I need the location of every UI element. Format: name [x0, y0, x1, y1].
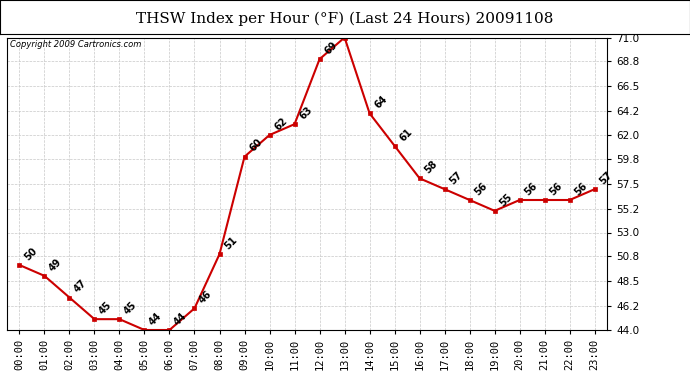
- Text: 60: 60: [247, 137, 264, 154]
- Text: 57: 57: [598, 170, 614, 186]
- Text: 44: 44: [172, 310, 189, 327]
- Text: 69: 69: [322, 40, 339, 56]
- Text: 46: 46: [197, 289, 214, 306]
- Text: 61: 61: [397, 126, 414, 143]
- Text: 56: 56: [522, 181, 539, 197]
- Text: 56: 56: [473, 181, 489, 197]
- Text: 51: 51: [222, 235, 239, 251]
- Text: 50: 50: [22, 246, 39, 262]
- Text: 44: 44: [147, 310, 164, 327]
- Text: 58: 58: [422, 159, 439, 176]
- Text: 49: 49: [47, 256, 63, 273]
- Text: 63: 63: [297, 105, 314, 122]
- Text: 62: 62: [273, 116, 289, 132]
- Text: Copyright 2009 Cartronics.com: Copyright 2009 Cartronics.com: [10, 40, 141, 50]
- Text: THSW Index per Hour (°F) (Last 24 Hours) 20091108: THSW Index per Hour (°F) (Last 24 Hours)…: [137, 11, 553, 26]
- Text: 45: 45: [97, 300, 114, 316]
- Text: 64: 64: [373, 94, 389, 111]
- Text: 45: 45: [122, 300, 139, 316]
- Text: 55: 55: [497, 192, 514, 208]
- Text: 71: 71: [347, 18, 364, 35]
- Text: 57: 57: [447, 170, 464, 186]
- Text: 47: 47: [72, 278, 89, 295]
- Text: 56: 56: [573, 181, 589, 197]
- Text: 56: 56: [547, 181, 564, 197]
